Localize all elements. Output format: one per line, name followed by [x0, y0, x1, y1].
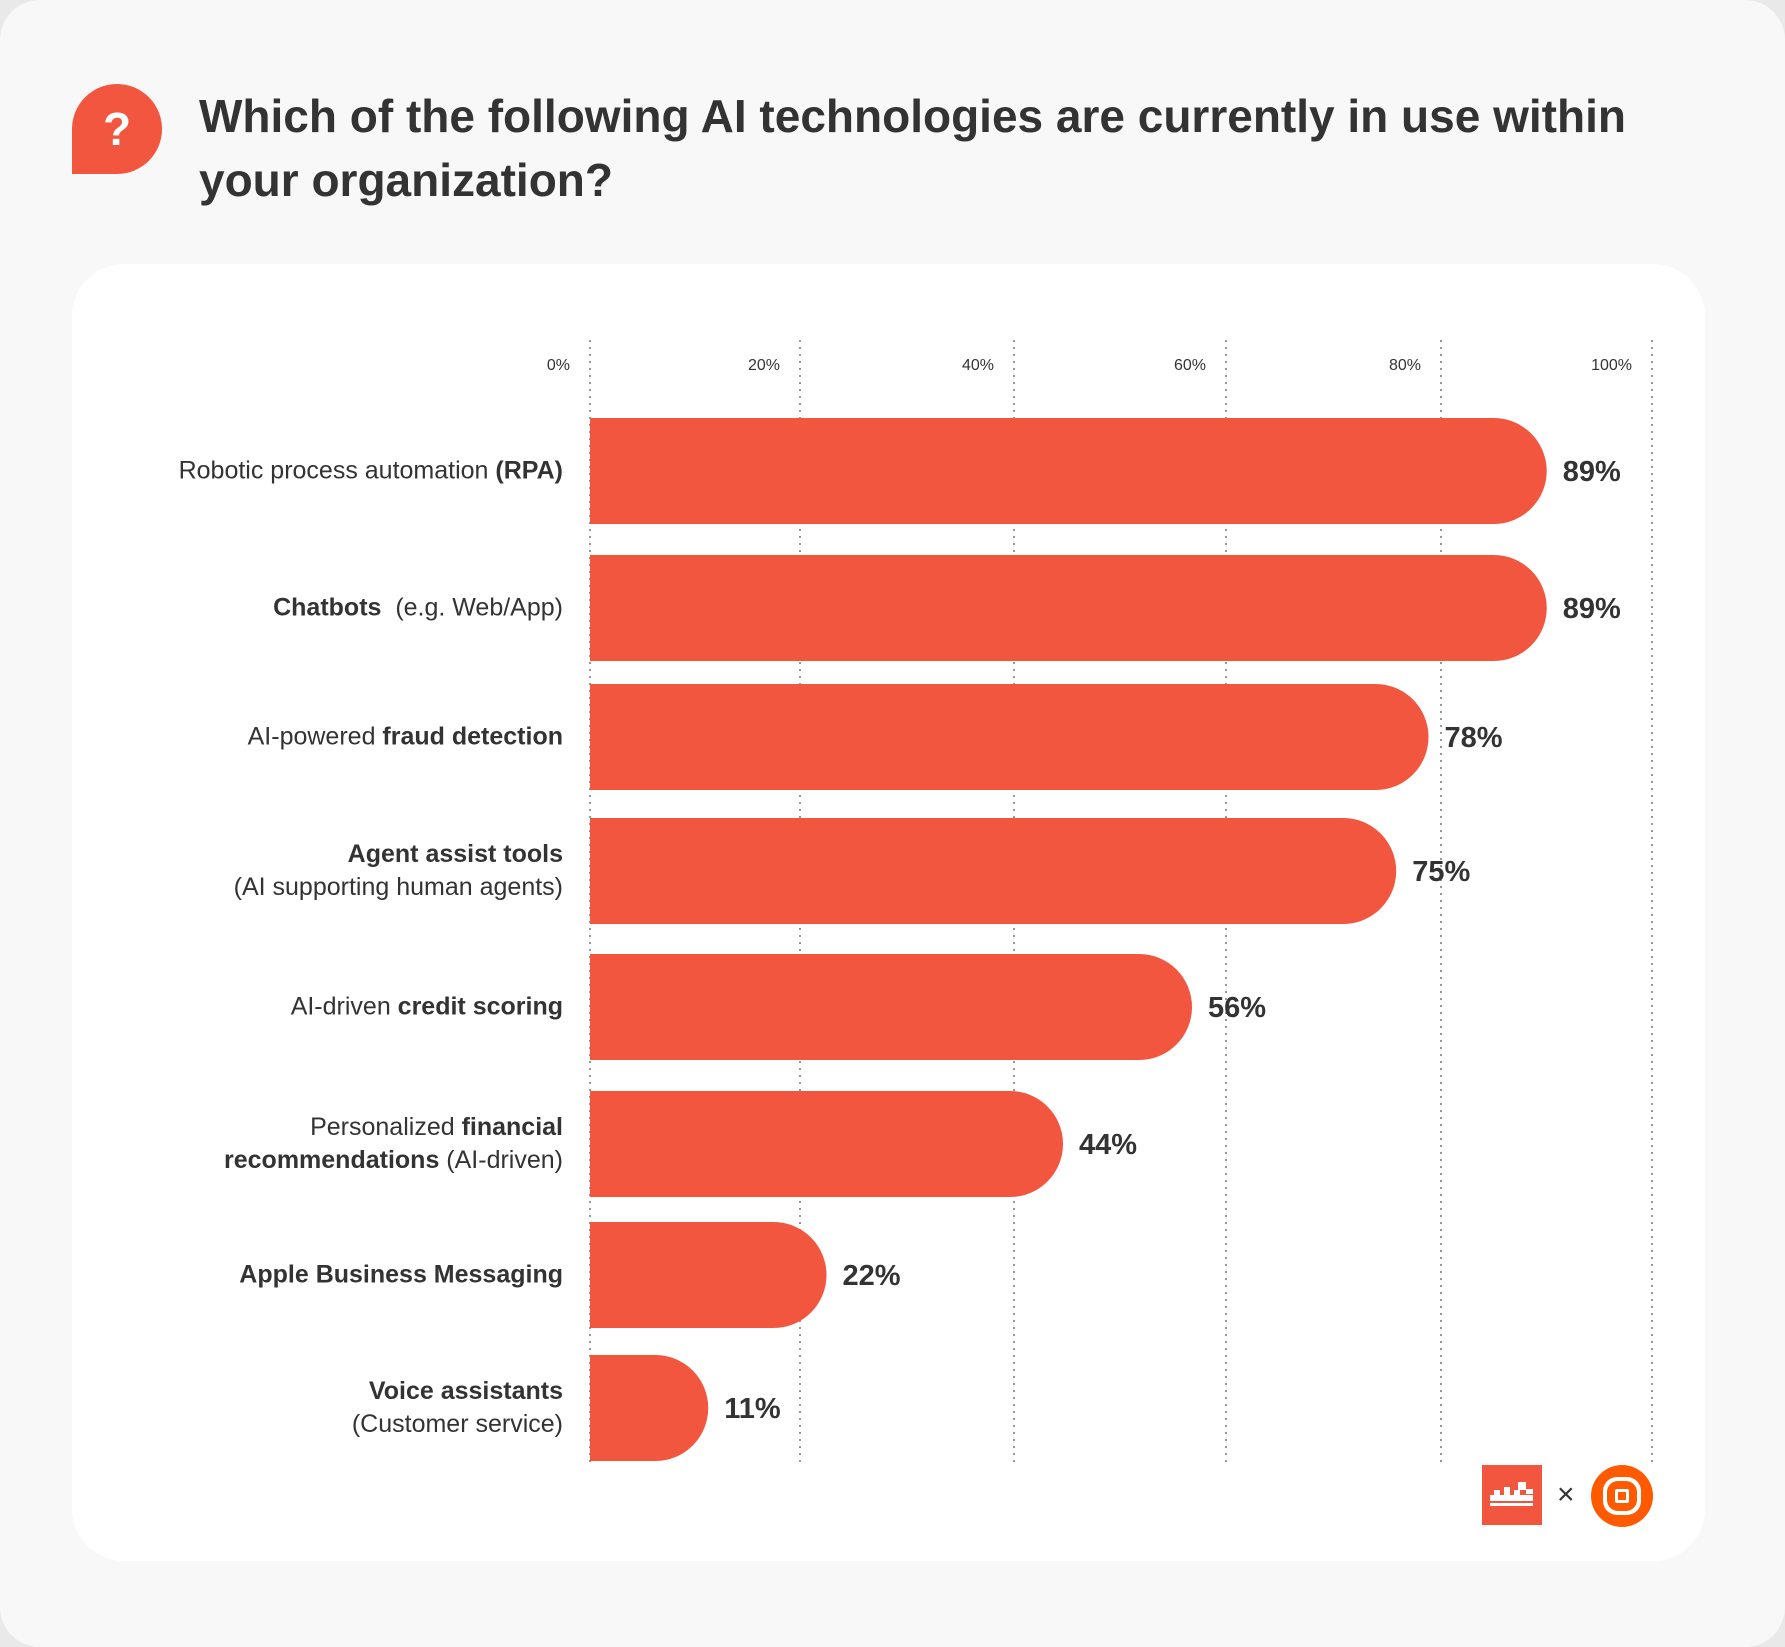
label-part: credit scoring	[397, 992, 563, 1021]
bar	[590, 1091, 1063, 1197]
label-part: (RPA)	[495, 456, 563, 485]
bar	[590, 684, 1429, 790]
category-label: Voice assistants (Customer service)	[352, 1375, 563, 1441]
category-label: Personalized financial recommendations (A…	[224, 1111, 563, 1177]
label-part: fraud detection	[382, 722, 563, 751]
value-label: 89%	[1563, 593, 1621, 625]
x-tick-label: 100%	[1591, 357, 1632, 374]
value-label: 56%	[1208, 992, 1266, 1024]
label-part: AI-driven	[290, 992, 398, 1021]
logo-separator: ×	[1557, 1478, 1575, 1511]
label-part: (AI-driven)	[439, 1146, 563, 1174]
bar	[590, 1355, 709, 1461]
page-title: Which of the following AI technologies a…	[199, 90, 1626, 206]
category-label: Chatbots (e.g. Web/App)	[273, 592, 563, 625]
question-mark-bubble-icon: ?	[72, 84, 162, 174]
label-part: Personalized	[310, 1113, 462, 1141]
x-tick-label: 0%	[547, 357, 570, 374]
value-label: 75%	[1412, 856, 1470, 888]
partner-logo-icon	[1482, 1465, 1542, 1525]
label-part: Chatbots	[273, 593, 382, 622]
value-label: 11%	[724, 1393, 781, 1425]
x-tick-label: 40%	[962, 357, 994, 374]
label-part: Robotic process automation	[178, 456, 496, 485]
value-label: 22%	[843, 1260, 901, 1292]
target-logo-icon	[1591, 1465, 1653, 1527]
bar	[590, 954, 1192, 1060]
label-part: Apple Business Messaging	[239, 1260, 563, 1289]
value-label: 44%	[1079, 1129, 1137, 1161]
label-part: (AI supporting human agents)	[233, 873, 563, 901]
question-mark: ?	[102, 103, 132, 155]
bar	[590, 818, 1397, 924]
category-label: Robotic process automation (RPA)	[179, 455, 563, 488]
x-tick-label: 20%	[748, 357, 780, 374]
label-part: Voice assistants	[368, 1377, 563, 1405]
label-part: AI-powered	[247, 722, 383, 751]
x-tick-label: 80%	[1389, 357, 1421, 374]
label-part: Agent assist tools	[347, 840, 563, 868]
value-label: 89%	[1563, 456, 1621, 488]
bar	[590, 1222, 827, 1328]
x-tick-label: 60%	[1174, 357, 1206, 374]
bar	[590, 555, 1547, 661]
category-label: AI-powered fraud detection	[248, 721, 563, 754]
category-label: Agent assist tools (AI supporting human a…	[234, 838, 563, 904]
label-part: financial	[461, 1113, 563, 1141]
label-part: (Customer service)	[351, 1410, 563, 1438]
bar	[590, 418, 1547, 524]
value-label: 78%	[1445, 722, 1503, 754]
label-part: (e.g. Web/App)	[381, 593, 563, 622]
category-label: AI-driven credit scoring	[291, 991, 563, 1024]
category-label: Apple Business Messaging	[239, 1259, 563, 1292]
label-part: recommendations	[224, 1146, 440, 1174]
